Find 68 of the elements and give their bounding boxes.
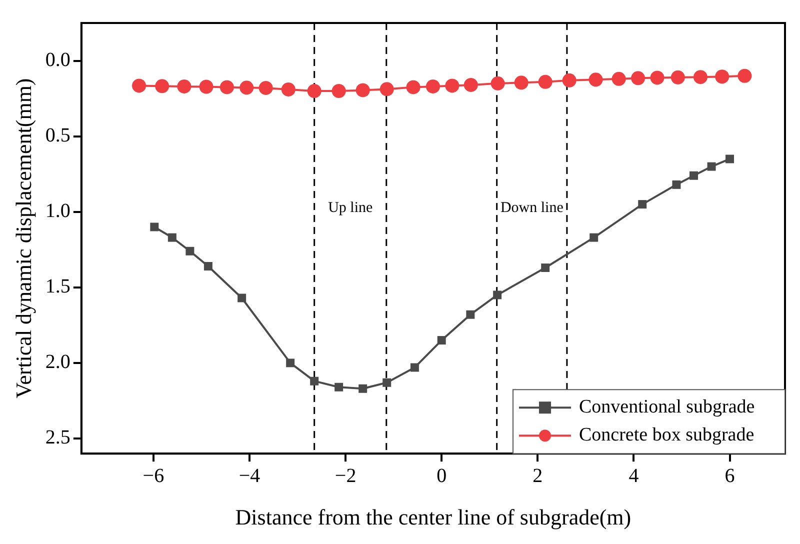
point bbox=[538, 74, 552, 89]
point bbox=[286, 358, 295, 368]
annotation: Down line bbox=[500, 200, 564, 216]
point bbox=[437, 336, 446, 345]
point bbox=[693, 70, 708, 84]
y-tick-label: 2.0 bbox=[45, 351, 70, 374]
y-tick-label: 2.5 bbox=[45, 426, 70, 449]
point bbox=[612, 72, 626, 86]
point bbox=[186, 246, 194, 256]
y-tick-label: 0.5 bbox=[45, 124, 70, 147]
point bbox=[631, 71, 646, 86]
y-tick-label: 1.5 bbox=[45, 276, 70, 298]
point bbox=[332, 84, 346, 98]
annotation: Up line bbox=[328, 200, 373, 216]
point bbox=[445, 78, 460, 93]
x-tick-label: 4 bbox=[628, 464, 639, 487]
point bbox=[514, 76, 528, 90]
point bbox=[204, 262, 212, 270]
point bbox=[638, 200, 647, 209]
point bbox=[199, 80, 214, 94]
point bbox=[406, 80, 420, 94]
y-tick-label: 0.0 bbox=[45, 49, 70, 72]
point bbox=[334, 382, 344, 392]
point bbox=[715, 70, 730, 84]
point bbox=[588, 72, 603, 87]
point bbox=[258, 80, 273, 95]
point bbox=[707, 162, 716, 171]
point bbox=[380, 82, 394, 96]
point bbox=[690, 171, 698, 180]
point bbox=[220, 80, 234, 94]
point bbox=[240, 80, 254, 95]
point bbox=[410, 363, 419, 372]
y-tick-label: 1.0 bbox=[45, 200, 70, 222]
point bbox=[493, 290, 502, 300]
point bbox=[310, 376, 319, 386]
point bbox=[132, 78, 146, 93]
y-axis-title: Vertical dynamic displacement(mm) bbox=[10, 78, 36, 398]
x-tick-label: 0 bbox=[436, 464, 447, 487]
point bbox=[382, 378, 392, 387]
point bbox=[177, 79, 192, 94]
point bbox=[168, 233, 176, 242]
point bbox=[490, 76, 505, 90]
x-tick-label: −2 bbox=[334, 464, 356, 487]
x-tick-label: 2 bbox=[532, 464, 543, 487]
point bbox=[590, 233, 598, 242]
point bbox=[281, 82, 296, 96]
point bbox=[426, 79, 440, 94]
point bbox=[238, 294, 246, 302]
point bbox=[726, 154, 734, 164]
legend-label: Concrete box subgrade bbox=[579, 424, 754, 446]
point bbox=[155, 79, 170, 94]
point bbox=[466, 310, 475, 319]
point bbox=[150, 222, 159, 232]
point bbox=[672, 180, 681, 189]
x-tick-label: 6 bbox=[724, 464, 735, 487]
point bbox=[464, 78, 478, 92]
x-tick-label: −6 bbox=[142, 464, 164, 487]
legend-label: Conventional subgrade bbox=[579, 396, 755, 418]
point bbox=[356, 83, 370, 98]
point bbox=[738, 68, 752, 83]
point bbox=[562, 73, 576, 88]
x-axis-title: Distance from the center line of subgrade(m) bbox=[235, 504, 632, 530]
point bbox=[650, 70, 664, 85]
x-tick-label: −4 bbox=[238, 464, 260, 487]
point bbox=[358, 384, 368, 393]
point bbox=[541, 264, 550, 272]
point bbox=[307, 84, 322, 98]
point bbox=[670, 70, 685, 84]
